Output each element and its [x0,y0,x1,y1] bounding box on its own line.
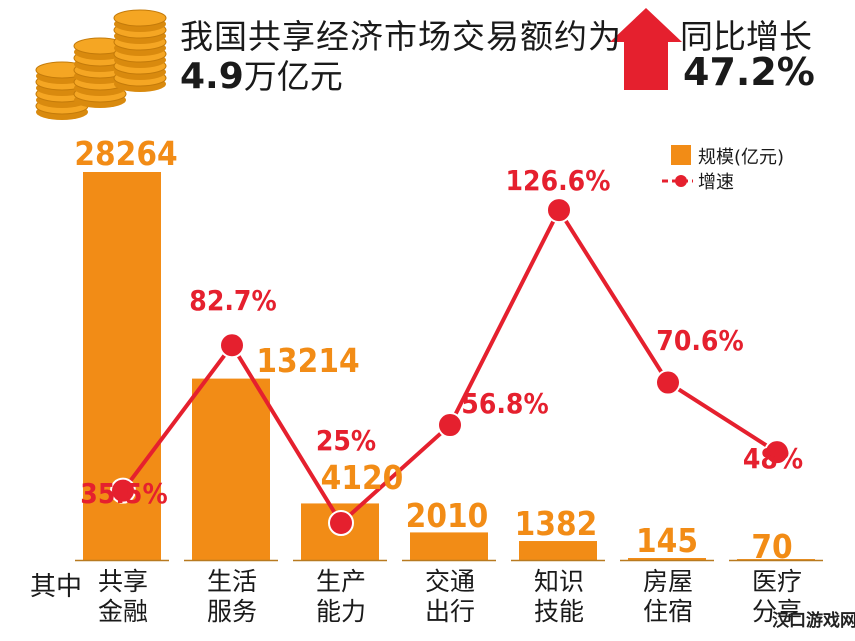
total-amount: 4.9万亿元 [180,50,343,98]
legend: 规模(亿元) 增速 [662,145,784,193]
growth-label-1: 35.5% [80,477,167,510]
growth-label-6: 70.6% [656,324,743,357]
category-label-7-1: 医疗 [752,567,802,596]
watermark: 汉口游戏网 [772,611,855,631]
growth-point-4 [437,412,463,439]
bar-4 [410,532,488,560]
legend-label-scale: 规模(亿元) [698,147,784,168]
growth-point-1 [110,477,136,504]
growth-label-5: 126.6% [506,164,611,197]
category-label-4-1: 交通 [425,567,475,596]
bar-6 [628,558,706,560]
bar-2 [192,378,270,560]
bar-value-label-2: 13214 [256,341,359,380]
growth-point-5 [546,197,572,224]
up-arrow-icon [610,8,682,90]
legend-marker-growth [675,175,687,187]
bar-5 [519,541,597,560]
growth-point-2 [219,332,245,359]
yoy-label: 同比增长 [680,17,812,56]
category-label-3-1: 生产 [316,567,366,596]
bar-value-label-3: 4120 [321,458,404,497]
category-label-6-2: 住宿 [643,597,693,626]
category-label-1-1: 共享 [98,567,148,596]
total-value: 4.9 [180,56,244,97]
bar-7 [737,559,815,560]
bar-value-label-6: 145 [636,521,698,560]
yoy-value: 47.2% [683,50,815,94]
category-label-5-1: 知识 [534,567,584,596]
growth-label-3: 25% [316,424,376,457]
coin-face [113,9,167,27]
category-label-2-1: 生活 [207,567,257,596]
growth-label-7: 48% [743,442,803,475]
category-label-5-2: 技能 [534,597,584,626]
category-label-4-2: 出行 [425,597,475,626]
growth-point-3 [328,510,354,536]
growth-point-6 [655,369,681,396]
category-label-1-2: 金融 [98,597,148,626]
category-label-2-2: 服务 [207,597,257,626]
category-label-3-2: 能力 [316,597,366,626]
category-label-7-2: 分享 [752,597,802,626]
growth-point-7 [764,439,790,466]
category-label-6-1: 房屋 [643,567,693,596]
headline: 我国共享经济市场交易额约为 [180,17,622,56]
legend-label-growth: 增速 [698,172,734,193]
bar-value-label-1: 28264 [74,134,177,173]
growth-label-4: 56.8% [461,387,548,420]
category-prefix: 其中 [30,572,83,602]
bar-value-label-5: 1382 [515,504,598,543]
growth-label-2: 82.7% [189,284,276,317]
bar-value-label-4: 2010 [406,496,489,535]
total-unit: 万亿元 [243,57,343,96]
bar-value-label-7: 70 [751,527,792,566]
coin-stack-icon [35,9,167,120]
legend-swatch-scale [671,145,691,165]
